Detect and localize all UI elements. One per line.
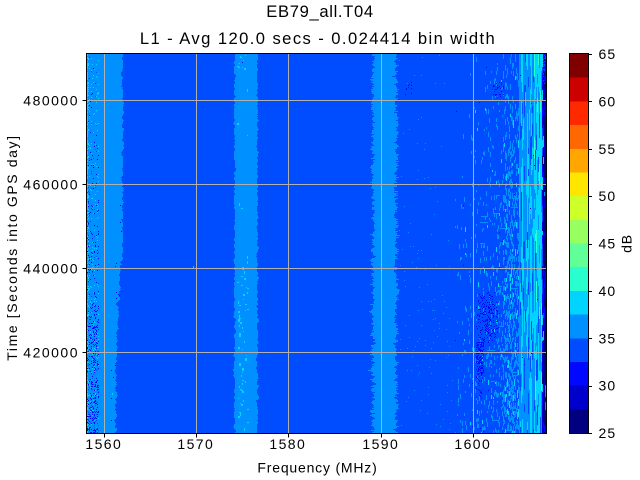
- svg-text:1600: 1600: [454, 436, 491, 452]
- svg-text:EB79_all.T04: EB79_all.T04: [266, 2, 373, 21]
- svg-text:50: 50: [599, 188, 617, 204]
- svg-text:1570: 1570: [177, 436, 214, 452]
- svg-text:460000: 460000: [23, 177, 79, 193]
- svg-text:65: 65: [599, 46, 617, 62]
- svg-text:1560: 1560: [85, 436, 122, 452]
- svg-text:L1 - Avg 120.0 secs - 0.024414: L1 - Avg 120.0 secs - 0.024414 bin width: [140, 29, 496, 48]
- svg-text:480000: 480000: [23, 93, 79, 109]
- svg-text:Time [Seconds into GPS day]: Time [Seconds into GPS day]: [4, 134, 20, 360]
- svg-text:45: 45: [599, 236, 617, 252]
- svg-text:55: 55: [599, 141, 617, 157]
- svg-text:40: 40: [599, 283, 617, 299]
- svg-text:Frequency (MHz): Frequency (MHz): [257, 460, 377, 476]
- svg-text:1580: 1580: [269, 436, 306, 452]
- svg-text:420000: 420000: [23, 345, 79, 361]
- svg-text:35: 35: [599, 330, 617, 346]
- svg-text:440000: 440000: [23, 261, 79, 277]
- svg-text:30: 30: [599, 378, 617, 394]
- svg-text:1590: 1590: [362, 436, 399, 452]
- svg-text:25: 25: [599, 425, 617, 441]
- svg-text:dB: dB: [618, 234, 634, 253]
- svg-text:60: 60: [599, 93, 617, 109]
